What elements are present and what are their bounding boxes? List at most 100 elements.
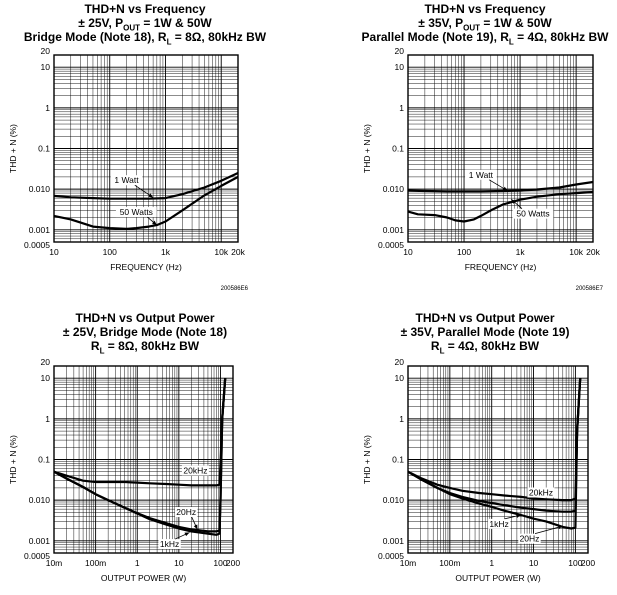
chart-3-title-line-3: RL = 8Ω, 80kHz BW bbox=[90, 339, 200, 356]
y-tick-label: 0.0005 bbox=[378, 551, 404, 561]
x-tick-label: 100 bbox=[568, 558, 582, 568]
x-tick-label: 1k bbox=[516, 247, 526, 257]
y-tick-label: 0.0005 bbox=[24, 240, 50, 250]
annotation-label: 20kHz bbox=[183, 466, 207, 476]
y-tick-label: 0.1 bbox=[392, 455, 404, 465]
plot-frame bbox=[407, 54, 594, 243]
annotation-arrowhead bbox=[502, 186, 508, 191]
x-tick-label: 10 bbox=[529, 558, 539, 568]
x-tick-label: 200 bbox=[581, 558, 595, 568]
annotation-label-bg bbox=[115, 207, 157, 218]
chart-2-title-line-3: Parallel Mode (Note 19), RL = 4Ω, 80kHz … bbox=[361, 30, 609, 47]
annotation-arrowhead bbox=[193, 524, 198, 530]
series-line bbox=[407, 378, 582, 502]
y-tick-label: 20 bbox=[395, 46, 405, 56]
chart-4-title-line-3: RL = 4Ω, 80kHz BW bbox=[430, 339, 540, 356]
annotation-label: 20Hz bbox=[520, 534, 540, 544]
x-axis-label: FREQUENCY (Hz) bbox=[465, 262, 537, 272]
annotation-label: 1kHz bbox=[489, 519, 508, 529]
x-tick-label: 10 bbox=[49, 247, 59, 257]
y-tick-label: 1 bbox=[399, 414, 404, 424]
annotation-arrow bbox=[534, 525, 563, 535]
y-axis-label: THD + N (%) bbox=[8, 435, 18, 484]
x-tick-label: 1 bbox=[135, 558, 140, 568]
y-tick-label: 20 bbox=[395, 357, 405, 367]
y-tick-label: 0.010 bbox=[383, 495, 405, 505]
y-tick-label: 0.0005 bbox=[378, 240, 404, 250]
chart-2-title-line-2: ± 35V, POUT = 1W & 50W bbox=[418, 16, 552, 33]
y-axis-label: THD + N (%) bbox=[362, 124, 372, 173]
chart-2-title: THD+N vs Frequency ± 35V, POUT = 1W & 50… bbox=[340, 2, 617, 47]
series-line bbox=[53, 378, 227, 536]
annotation-arrowhead bbox=[148, 193, 154, 198]
y-tick-label: 10 bbox=[395, 62, 405, 72]
chart-2: 10 100 1k 10k 20k 0.0005 0.001 0.010 0.1 1 10 20 FRE… bbox=[362, 46, 604, 292]
annotation-label-bg bbox=[527, 487, 555, 498]
x-tick-label: 1k bbox=[161, 247, 171, 257]
chart-1-title-line-3: Bridge Mode (Note 18), RL = 8Ω, 80kHz BW bbox=[23, 30, 267, 47]
annotation-arrowhead bbox=[184, 532, 190, 537]
x-tick-label: 100 bbox=[103, 247, 117, 257]
x-tick-label: 20k bbox=[231, 247, 245, 257]
annotation-arrowhead bbox=[511, 199, 517, 204]
annotation-label: 20Hz bbox=[176, 507, 196, 517]
series-line bbox=[53, 172, 239, 200]
chart-2-title-line-1: THD+N vs Frequency bbox=[424, 2, 546, 16]
y-tick-label: 0.010 bbox=[29, 184, 51, 194]
x-axis-label: FREQUENCY (Hz) bbox=[110, 262, 182, 272]
series-line bbox=[407, 180, 594, 193]
annotation-label-bg bbox=[110, 175, 143, 186]
annotation-arrowhead bbox=[516, 514, 521, 518]
chart-3-title-line-2: ± 25V, Bridge Mode (Note 18) bbox=[62, 325, 228, 339]
y-tick-label: 0.001 bbox=[383, 225, 405, 235]
y-tick-label: 0.010 bbox=[29, 495, 51, 505]
annotation-label-bg bbox=[174, 507, 198, 518]
x-tick-label: 200 bbox=[226, 558, 240, 568]
y-tick-label: 1 bbox=[399, 103, 404, 113]
annotation-label: 20kHz bbox=[529, 488, 553, 498]
annotation-arrowhead bbox=[557, 525, 563, 530]
series-line bbox=[407, 190, 594, 223]
x-tick-label: 10k bbox=[214, 247, 228, 257]
plot-frame bbox=[53, 365, 234, 554]
x-tick-label: 100 bbox=[213, 558, 227, 568]
annotation-label-bg bbox=[158, 539, 181, 550]
annotation-label-bg bbox=[465, 169, 497, 180]
x-axis-label: OUTPUT POWER (W) bbox=[455, 573, 540, 583]
y-tick-label: 0.1 bbox=[392, 144, 404, 154]
plot-frame bbox=[53, 54, 239, 243]
y-tick-label: 0.0005 bbox=[24, 551, 50, 561]
y-tick-label: 20 bbox=[41, 357, 51, 367]
annotation-label: 50 Watts bbox=[516, 209, 549, 219]
series-line bbox=[53, 378, 227, 487]
chart-3-title: THD+N vs Output Power ± 25V, Bridge Mode… bbox=[0, 311, 290, 356]
y-tick-label: 0.1 bbox=[38, 455, 50, 465]
x-tick-label: 1 bbox=[489, 558, 494, 568]
y-tick-label: 20 bbox=[41, 46, 51, 56]
x-tick-label: 100 bbox=[457, 247, 471, 257]
x-tick-label: 100m bbox=[85, 558, 106, 568]
x-tick-label: 10 bbox=[174, 558, 184, 568]
x-tick-label: 10k bbox=[569, 247, 583, 257]
y-tick-label: 0.001 bbox=[383, 536, 405, 546]
y-tick-label: 10 bbox=[41, 62, 51, 72]
chart-1-title: THD+N vs Frequency ± 25V, POUT = 1W & 50… bbox=[0, 2, 290, 47]
annotation-label: 1kHz bbox=[160, 539, 179, 549]
y-tick-label: 0.001 bbox=[29, 225, 51, 235]
series-line bbox=[53, 175, 239, 230]
y-tick-label: 1 bbox=[45, 414, 50, 424]
series-line bbox=[53, 378, 227, 533]
grid bbox=[407, 54, 594, 243]
annotation-label: 1 Watt bbox=[469, 170, 494, 180]
y-tick-label: 0.010 bbox=[383, 184, 405, 194]
annotation-label-bg bbox=[181, 465, 209, 476]
y-tick-label: 10 bbox=[395, 373, 405, 383]
x-tick-label: 100m bbox=[439, 558, 460, 568]
y-axis-label: THD + N (%) bbox=[362, 435, 372, 484]
annotation-label-bg bbox=[512, 208, 554, 219]
plot-frame bbox=[407, 365, 589, 554]
series-line bbox=[407, 378, 582, 530]
